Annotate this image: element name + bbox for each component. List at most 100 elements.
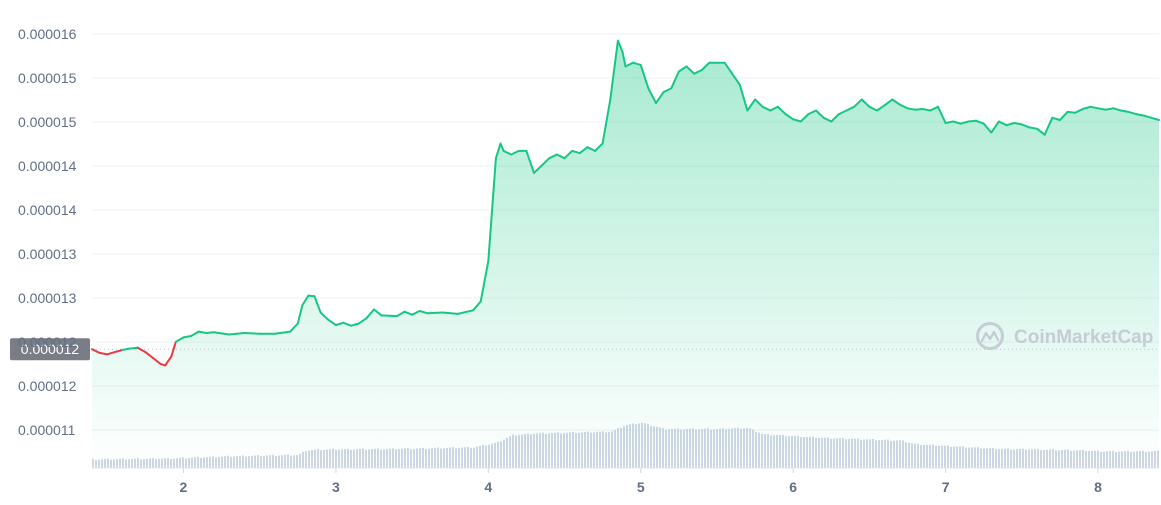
price-segment xyxy=(228,332,246,336)
price-segment xyxy=(700,61,711,72)
price-segment xyxy=(1081,105,1092,110)
price-segment xyxy=(296,304,304,325)
price-segment xyxy=(578,146,589,155)
price-segment xyxy=(307,294,316,298)
price-segment xyxy=(113,348,124,354)
price-segment xyxy=(1020,123,1031,129)
x-tick-label: 8 xyxy=(1094,479,1102,495)
price-segment xyxy=(898,103,909,110)
price-segment xyxy=(1028,126,1039,130)
price-segment xyxy=(411,310,421,316)
price-segment xyxy=(891,98,901,106)
price-segment xyxy=(868,105,878,112)
y-tick-label: 0.000015 xyxy=(18,114,77,130)
price-segment xyxy=(731,72,741,86)
price-segment xyxy=(273,330,292,335)
price-segment xyxy=(738,83,749,112)
price-segment xyxy=(380,314,398,318)
price-segment xyxy=(769,105,779,112)
price-segment xyxy=(472,300,482,312)
price-segment xyxy=(426,311,444,315)
price-segment xyxy=(830,113,840,123)
price-segment xyxy=(621,50,627,68)
price-segment xyxy=(685,65,696,75)
price-segment xyxy=(959,120,970,125)
price-segment xyxy=(609,39,619,101)
x-tick-label: 2 xyxy=(180,479,188,495)
price-area xyxy=(92,40,1159,468)
price-segment xyxy=(632,61,642,66)
price-segment xyxy=(563,149,574,160)
price-segment xyxy=(479,260,490,303)
price-segment xyxy=(525,149,535,174)
price-segment xyxy=(243,332,261,335)
price-segment xyxy=(594,142,604,152)
price-segment xyxy=(937,105,947,124)
price-segment xyxy=(845,105,856,112)
price-segment xyxy=(944,120,955,124)
price-segment xyxy=(510,149,520,156)
price-segment xyxy=(670,70,680,90)
price-segment xyxy=(555,153,566,160)
price-segment xyxy=(723,61,734,75)
price-segment xyxy=(792,118,802,123)
price-segment xyxy=(1089,105,1099,110)
price-segment xyxy=(822,116,833,123)
price-segment xyxy=(334,321,345,326)
logo-icon xyxy=(976,322,1004,350)
price-segment xyxy=(624,61,635,68)
price-segment xyxy=(533,164,543,174)
price-segment xyxy=(784,113,795,121)
watermark: CoinMarketCap xyxy=(976,322,1153,350)
price-segment xyxy=(212,331,231,336)
price-segment xyxy=(921,108,932,112)
price-segment xyxy=(121,347,132,351)
price-segment xyxy=(990,120,1000,134)
y-tick-label: 0.000015 xyxy=(18,70,77,86)
price-segment xyxy=(1005,122,1016,127)
price-segment xyxy=(136,346,147,354)
price-segment xyxy=(616,39,624,53)
price-segment xyxy=(301,294,310,307)
price-segment xyxy=(152,357,162,365)
price-segment xyxy=(914,108,924,111)
price-segment xyxy=(373,308,383,317)
price-segment xyxy=(1058,110,1069,121)
price-segment xyxy=(540,157,551,167)
price-segment xyxy=(1043,116,1054,136)
price-segment xyxy=(647,87,657,105)
price-segment xyxy=(494,142,502,160)
price-segment xyxy=(860,98,871,108)
price-segment xyxy=(677,65,688,73)
price-segment xyxy=(807,109,817,116)
price-segment xyxy=(106,351,116,356)
price-segment xyxy=(639,63,650,90)
price-line xyxy=(91,39,1160,367)
price-segment xyxy=(548,153,558,160)
price-segment xyxy=(571,149,581,155)
price-segment xyxy=(754,98,764,108)
price-segment xyxy=(655,91,665,105)
x-tick-label: 4 xyxy=(484,479,492,495)
price-segment xyxy=(1104,107,1115,111)
price-segment xyxy=(906,107,917,111)
price-segment xyxy=(144,351,154,359)
price-segment xyxy=(1142,114,1153,119)
price-segment xyxy=(182,335,193,339)
price-segment xyxy=(982,122,993,134)
price-segment xyxy=(91,348,101,354)
price-segment xyxy=(98,351,109,356)
price-segment xyxy=(975,119,985,125)
price-segment xyxy=(1127,110,1138,116)
price-segment xyxy=(403,310,414,316)
price-segment xyxy=(1097,107,1107,111)
y-tick-label: 0.000012 xyxy=(18,334,77,350)
y-tick-label: 0.000013 xyxy=(18,246,77,262)
price-segment xyxy=(190,330,200,337)
price-segment xyxy=(586,146,596,152)
y-tick-label: 0.000012 xyxy=(18,378,77,394)
price-segment xyxy=(205,331,215,334)
price-segment xyxy=(502,149,513,156)
price-segment xyxy=(1112,107,1122,112)
